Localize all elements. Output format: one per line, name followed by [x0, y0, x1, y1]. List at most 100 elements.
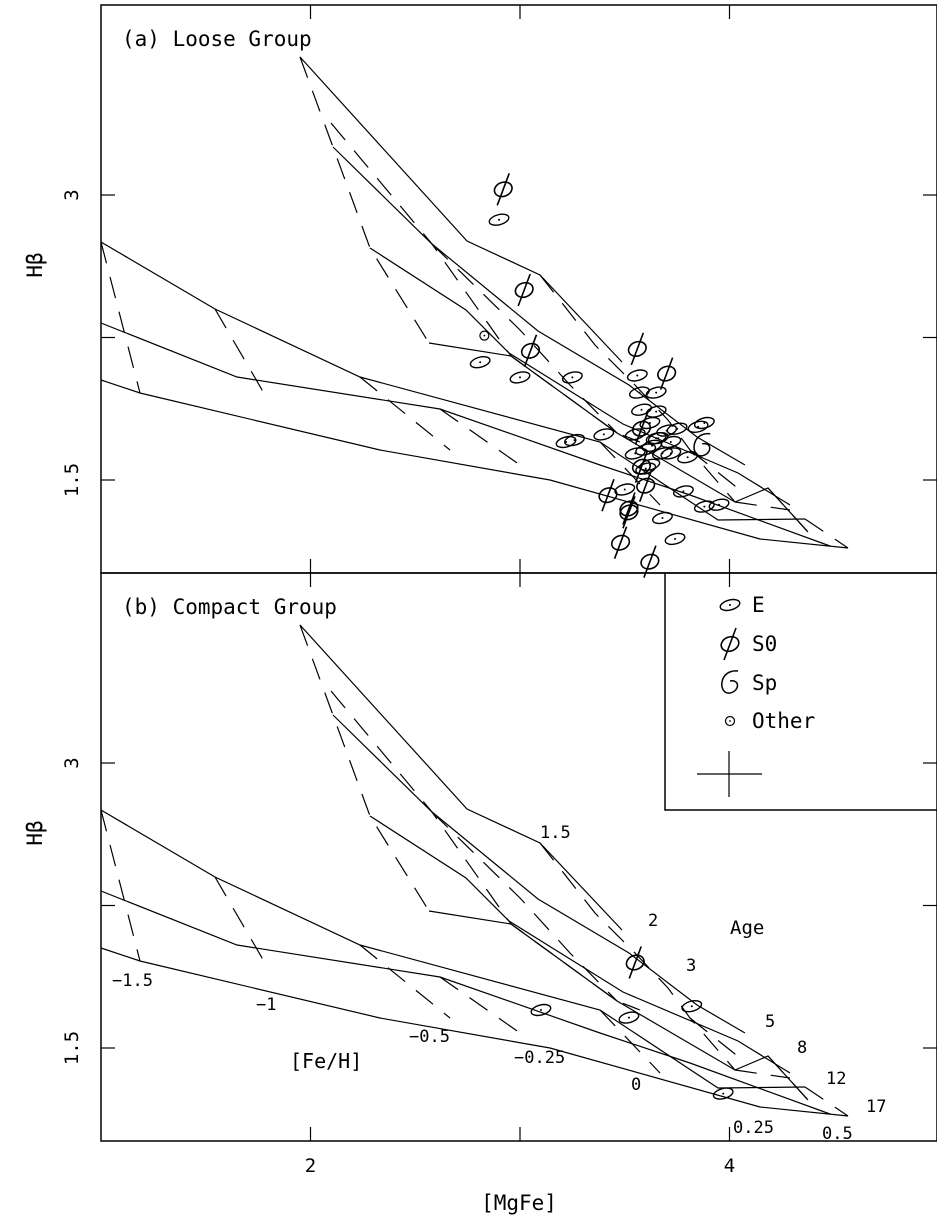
panel-loose-group: (a) Loose Group Hβ 31.5 [23, 4, 937, 578]
metallicity-line-10 [689, 1017, 741, 1059]
point-e-25 [645, 386, 667, 399]
metallicity-line-7 [359, 376, 451, 451]
legend-label-sp: Sp [752, 671, 777, 695]
metallicity-label: −0.5 [409, 1027, 450, 1047]
point-e-35 [614, 483, 636, 496]
metallicity-label: −1.5 [112, 971, 153, 991]
point-e-4 [712, 1087, 734, 1100]
y-tick-label: 1.5 [61, 463, 83, 497]
point-e-33 [652, 511, 673, 525]
legend-symbol-sp [721, 670, 739, 694]
age-label: 8 [797, 1038, 807, 1058]
legend-label-e: E [752, 593, 765, 617]
metallicity-line-5 [100, 241, 141, 394]
x-axis-label: [MgFe] [481, 1191, 557, 1215]
age-isochrone-5 [100, 241, 806, 521]
panel-b-data-points [530, 946, 734, 1100]
age-isochrone-1 [299, 624, 623, 931]
metallicity-label: −0.25 [514, 1048, 565, 1068]
point-e-8 [626, 369, 648, 382]
point-e-21 [687, 420, 709, 433]
legend-frame [664, 573, 937, 811]
panel-a-label: (a) Loose Group [122, 27, 312, 51]
point-e-1 [488, 213, 510, 226]
point-e-34 [664, 532, 686, 546]
age-isochrone-3 [369, 815, 791, 1074]
point-e-30 [672, 485, 694, 498]
metallicity-line-4 [539, 274, 736, 503]
panel-b-frame [100, 572, 937, 1142]
point-sp-1 [693, 433, 711, 457]
age-isochrone-6 [100, 322, 831, 547]
point-s0-12 [610, 526, 631, 559]
age-axis-title: Age [730, 917, 764, 939]
point-e-19 [666, 422, 688, 435]
metallicity-line-1 [299, 56, 430, 344]
point-e-5 [555, 435, 577, 449]
point-e-18 [660, 435, 682, 449]
age-isochrone-5 [100, 809, 806, 1089]
metallicity-line-2 [330, 122, 641, 443]
y-tick-label: 3 [61, 189, 83, 200]
metallicity-line-4 [539, 842, 736, 1071]
legend-symbol-e [719, 598, 741, 612]
metallicity-line-13 [804, 1086, 849, 1117]
panel-b-label: (b) Compact Group [122, 595, 337, 619]
age-label: 1.5 [540, 823, 571, 843]
x-tick-label: 4 [724, 1155, 735, 1177]
metallicity-line-12 [767, 487, 809, 533]
point-s0-9 [598, 478, 618, 512]
point-e-7 [593, 428, 615, 441]
point-s0-5 [657, 357, 677, 390]
point-e-29 [660, 447, 682, 460]
panel-b-y-axis-label: Hβ [23, 820, 47, 845]
point-s0-8 [636, 469, 656, 502]
panel-b-y-ticks: 31.5 [61, 573, 937, 1141]
metallicity-line-6 [214, 876, 266, 964]
age-isochrone-2 [332, 146, 746, 466]
metallicity-label: 0.5 [822, 1124, 853, 1144]
point-e-32 [708, 498, 730, 511]
point-s0-2 [514, 273, 534, 307]
legend-label-s0: S0 [752, 632, 777, 656]
age-isochrone-1 [299, 56, 623, 363]
point-other-1 [479, 330, 490, 341]
metallicity-line-10 [689, 449, 741, 491]
age-isochrone-3 [369, 247, 791, 506]
metallicity-line-11 [734, 1069, 791, 1079]
point-s0-11 [619, 496, 639, 529]
x-tick-label: 2 [305, 1155, 316, 1177]
legend-label-other: Other [752, 709, 815, 733]
age-isochrone-4 [428, 342, 809, 533]
point-s0-1 [493, 173, 513, 206]
age-label: 3 [686, 956, 696, 976]
age-isochrone-2 [332, 714, 746, 1034]
metallicity-label: −1 [256, 995, 276, 1015]
panel-b-model-grid [100, 624, 849, 1117]
panel-b-grid-labels: 1.5 2 3 5 8 12 17 −1.5 −1 −0.5 −0.25 0 0.25 0.5 [112, 823, 886, 1144]
metallicity-line-12 [767, 1055, 809, 1101]
point-e-2 [618, 1011, 640, 1024]
metallicity-line-7 [359, 944, 451, 1019]
point-e-17 [656, 424, 678, 437]
legend: E S0 Sp Other [664, 573, 937, 811]
metallicity-label: 0 [631, 1075, 641, 1095]
metallicity-line-2 [330, 690, 641, 1011]
age-label: 17 [866, 1097, 886, 1117]
panel-a-y-ticks: 31.5 [61, 5, 937, 573]
metallicity-line-8 [439, 976, 521, 1034]
metallicity-line-5 [100, 809, 141, 962]
legend-symbol-other [724, 715, 736, 727]
age-label: 12 [826, 1069, 846, 1089]
point-e-4 [469, 356, 491, 369]
metallicity-label: 0.25 [733, 1118, 774, 1138]
point-e-2 [509, 371, 531, 384]
metallicity-line-8 [439, 408, 521, 466]
point-e-10 [631, 403, 652, 416]
metallicity-line-3 [431, 811, 618, 1002]
panel-compact-group: 1.5 2 3 5 8 12 17 −1.5 −1 −0.5 −0.25 0 0.25 0.5 (b) C… [23, 572, 937, 1215]
point-e-23 [635, 462, 657, 475]
point-s0-6 [631, 412, 652, 445]
